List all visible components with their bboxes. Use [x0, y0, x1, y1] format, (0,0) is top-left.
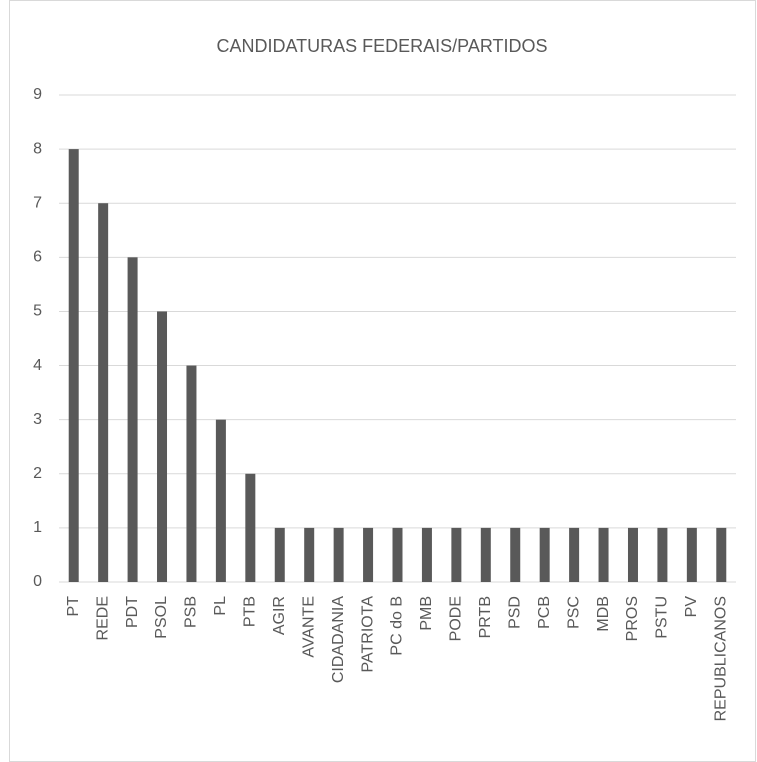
- bar: [657, 527, 668, 582]
- x-tick-label: PATRIOTA: [359, 596, 376, 673]
- bar: [451, 527, 462, 582]
- bar: [215, 419, 226, 582]
- x-tick-label: PC do B: [389, 596, 406, 656]
- bar: [68, 149, 79, 582]
- x-tick-label: PL: [212, 596, 229, 616]
- x-tick-label: PRTB: [477, 596, 494, 638]
- bar: [686, 527, 697, 582]
- bar: [598, 527, 609, 582]
- y-tick-label: 2: [33, 465, 42, 482]
- bar: [98, 203, 109, 582]
- bar: [304, 527, 315, 582]
- bar: [392, 527, 403, 582]
- bar: [157, 311, 168, 582]
- y-tick-label: 5: [33, 303, 42, 320]
- chart-frame: [9, 0, 756, 762]
- x-tick-label: PSC: [565, 596, 582, 629]
- y-tick-label: 9: [33, 86, 42, 103]
- y-tick-label: 8: [33, 140, 42, 157]
- y-tick-label: 6: [33, 249, 42, 266]
- x-tick-label: PV: [683, 596, 700, 618]
- x-tick-label: PSTU: [654, 596, 671, 639]
- x-tick-label: PROS: [624, 596, 641, 641]
- bar: [274, 527, 285, 582]
- x-tick-label: PMB: [418, 596, 435, 631]
- x-tick-label: PSD: [506, 596, 523, 629]
- x-tick-label: PDT: [124, 596, 141, 628]
- x-tick-label: PSB: [183, 596, 200, 628]
- x-tick-label: MDB: [595, 596, 612, 632]
- x-tick-label: PT: [65, 596, 82, 617]
- bar: [627, 527, 638, 582]
- y-tick-label: 7: [33, 194, 42, 211]
- y-tick-label: 3: [33, 411, 42, 428]
- x-tick-label: REDE: [94, 596, 111, 640]
- bar: [716, 527, 727, 582]
- bar: [421, 527, 432, 582]
- x-tick-label: AGIR: [271, 596, 288, 635]
- bar: [245, 473, 256, 582]
- bar: [539, 527, 550, 582]
- bar: [480, 527, 491, 582]
- bar: [186, 365, 197, 582]
- x-tick-label: PCB: [536, 596, 553, 629]
- x-tick-label: PTB: [242, 596, 259, 627]
- bar: [569, 527, 580, 582]
- x-tick-label: REPUBLICANOS: [713, 596, 730, 721]
- bar: [363, 527, 374, 582]
- chart-title: CANDIDATURAS FEDERAIS/PARTIDOS: [216, 36, 547, 56]
- x-tick-label: AVANTE: [300, 596, 317, 658]
- x-tick-label: PSOL: [153, 596, 170, 639]
- y-tick-label: 0: [33, 573, 42, 590]
- bar: [333, 527, 344, 582]
- y-tick-label: 4: [33, 357, 42, 374]
- y-tick-label: 1: [33, 519, 42, 536]
- x-tick-label: CIDADANIA: [330, 596, 347, 683]
- bar: [127, 257, 138, 582]
- bar: [510, 527, 521, 582]
- x-tick-label: PODE: [448, 596, 465, 641]
